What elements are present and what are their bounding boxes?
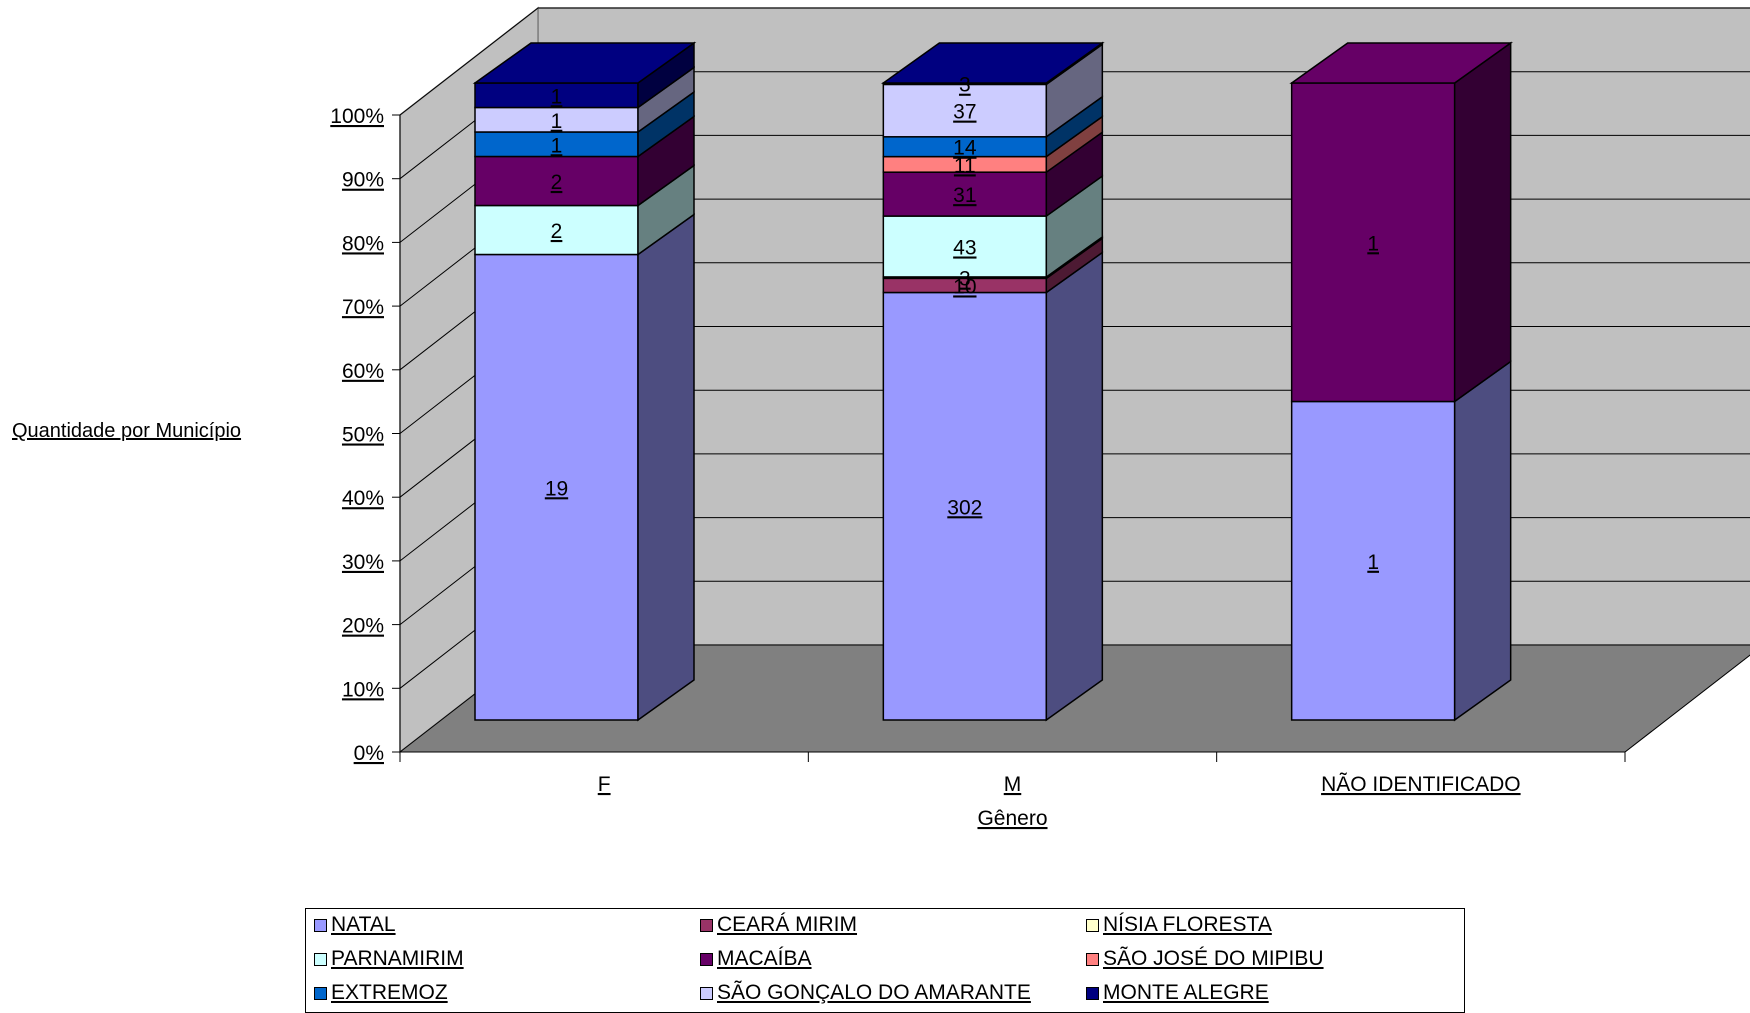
data-label: 3 (959, 74, 971, 97)
bar-segment-front (882, 171, 1048, 217)
legend-item: SÃO JOSÉ DO MIPIBU (1086, 947, 1324, 971)
gridline-side (399, 7, 539, 116)
legend-label: NATAL (331, 913, 396, 936)
legend-swatch (314, 918, 327, 932)
data-label: 31 (953, 184, 976, 207)
bar-segment-front (474, 131, 639, 158)
legend-item: CEARÁ MIRIM (700, 913, 857, 937)
gridlines (399, 7, 1750, 753)
bar-top (1289, 42, 1514, 84)
legend-item: NÍSIA FLORESTA (1086, 913, 1272, 937)
bar-segment-front (474, 155, 639, 207)
legend-label: PARNAMIRIM (331, 947, 464, 970)
floor-edge (1624, 654, 1750, 753)
y-tick-label: 10% (342, 678, 384, 701)
legend-label: SÃO GONÇALO DO AMARANTE (717, 981, 1031, 1004)
data-label: 1 (551, 134, 563, 157)
y-tick-label: 90% (342, 169, 384, 192)
bar-segment-front (474, 204, 639, 256)
axes: 0% 10% 20% 30% 40% 50% 60% 70% 80% 90% 100% F M NÃO I… (330, 105, 1750, 830)
legend-swatch (1086, 986, 1099, 1000)
x-tick-label: M (1004, 773, 1022, 796)
bar-segment-front (1290, 400, 1456, 721)
data-label: 1 (551, 85, 563, 108)
data-label: 2 (551, 220, 563, 243)
bar-segment-front (474, 253, 639, 721)
legend-item: MONTE ALEGRE (1086, 981, 1269, 1005)
legend-label: SÃO JOSÉ DO MIPIBU (1103, 947, 1324, 970)
legend-swatch (314, 952, 327, 966)
legend-item: EXTREMOZ (314, 981, 448, 1005)
y-tick-label: 100% (330, 105, 384, 128)
bar-segment-front (882, 215, 1048, 278)
legend-item: NATAL (314, 913, 396, 937)
bars (472, 41, 1514, 722)
data-label: 19 (545, 477, 568, 500)
legend-item: PARNAMIRIM (314, 947, 464, 971)
legend-label: EXTREMOZ (331, 981, 448, 1004)
y-tick-label: 20% (342, 615, 384, 638)
data-label: 3 (959, 268, 971, 291)
y-tick-label: 40% (342, 487, 384, 510)
y-tick-label: 30% (342, 551, 384, 574)
legend-label: CEARÁ MIRIM (717, 913, 858, 936)
bar-segment-side (1453, 360, 1512, 722)
bar-segment-side (1045, 251, 1104, 722)
data-label: 43 (953, 236, 976, 259)
legend-label: MACAÍBA (717, 947, 812, 970)
data-label: 37 (953, 101, 976, 124)
bar-segment-side (1453, 41, 1512, 403)
data-label: 10 (953, 275, 976, 298)
y-tick-label: 50% (342, 424, 384, 447)
y-tick-label: 60% (342, 360, 384, 383)
legend-swatch (700, 986, 713, 1000)
y-tick-label: 80% (342, 232, 384, 255)
y-axis-title: Quantidade por Município (12, 420, 242, 442)
bar-top (880, 42, 1105, 84)
bar-segment-side (637, 213, 695, 722)
legend-swatch (700, 918, 713, 932)
legend-label: NÍSIA FLORESTA (1103, 913, 1272, 936)
legend-item: SÃO GONÇALO DO AMARANTE (700, 981, 1031, 1005)
legend-swatch (1086, 952, 1099, 966)
data-label: 1 (1367, 551, 1379, 574)
bar-segment-front (882, 83, 1048, 138)
legend-item: MACAÍBA (700, 947, 812, 971)
bar-segment-front (882, 291, 1048, 721)
data-label: 302 (947, 496, 982, 519)
legend-label: MONTE ALEGRE (1103, 981, 1269, 1004)
bar-segment-front (474, 82, 639, 109)
bar-top (472, 42, 697, 84)
legend-swatch (314, 986, 327, 1000)
legend: NATAL CEARÁ MIRIM NÍSIA FLORESTA PARNAMIRIM… (305, 908, 1465, 1013)
data-label: 1 (1367, 232, 1379, 255)
legend-swatch (700, 952, 713, 966)
data-label: 11 (954, 154, 976, 177)
data-label: 2 (551, 171, 563, 194)
x-tick-label: F (598, 773, 611, 796)
y-tick-label: 0% (354, 742, 384, 765)
y-tick-label: 70% (342, 296, 384, 319)
data-label: 1 (551, 110, 563, 133)
bar-segment-front (1290, 82, 1456, 403)
x-axis-title: Gênero (977, 807, 1047, 830)
x-tick-label: NÃO IDENTIFICADO (1321, 772, 1521, 796)
data-label: 14 (953, 137, 977, 160)
legend-swatch (1086, 918, 1099, 932)
